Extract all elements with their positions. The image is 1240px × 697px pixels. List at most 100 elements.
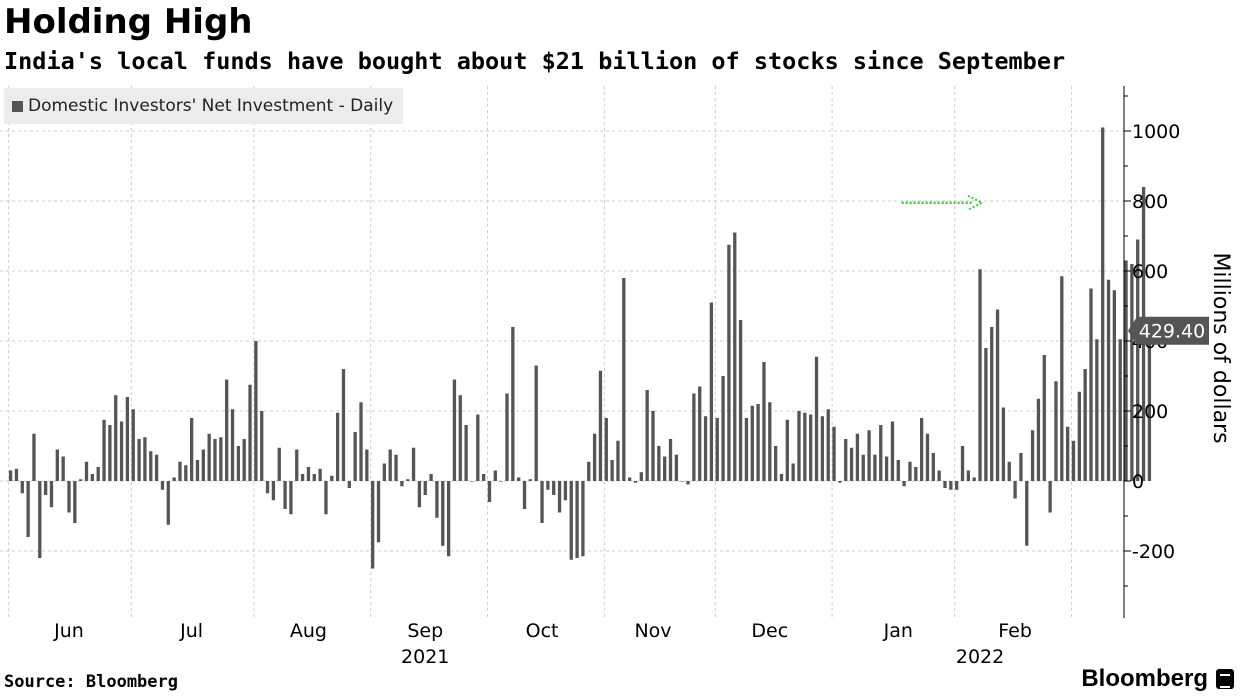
bar <box>902 481 906 487</box>
bar <box>511 327 515 481</box>
bar <box>458 395 462 481</box>
bar <box>651 411 655 481</box>
bar <box>861 454 865 481</box>
bar <box>668 439 673 481</box>
bar <box>779 474 784 481</box>
bar <box>908 461 912 481</box>
y-tick-label: -200 <box>1132 541 1175 563</box>
y-tick-label: 0 <box>1132 471 1144 493</box>
bar <box>768 402 772 481</box>
bar <box>814 356 819 481</box>
last-value-badge <box>1128 316 1209 345</box>
bar <box>236 446 241 481</box>
bar <box>400 481 404 487</box>
bar <box>698 386 702 481</box>
bar <box>1118 339 1122 481</box>
bar <box>1071 440 1076 481</box>
bar <box>172 477 176 481</box>
bar <box>1124 260 1128 481</box>
bar <box>762 362 766 481</box>
bar <box>1048 481 1052 513</box>
bar <box>849 447 854 481</box>
bar <box>102 419 106 481</box>
chart-legend: Domestic Investors' Net Investment - Dai… <box>4 88 404 124</box>
bar <box>867 430 871 481</box>
bar <box>189 418 194 481</box>
bar <box>914 467 918 481</box>
bar <box>797 411 801 481</box>
bar <box>879 425 883 481</box>
bar <box>1130 264 1134 481</box>
bar <box>703 416 708 481</box>
legend-swatch <box>12 100 23 112</box>
x-tick-label: Feb <box>998 620 1032 642</box>
bar <box>213 439 217 481</box>
bar <box>441 481 445 546</box>
bar <box>896 460 900 481</box>
bar <box>49 481 54 508</box>
bar <box>470 481 474 482</box>
bar <box>154 454 159 481</box>
bar <box>411 447 416 481</box>
bar <box>1101 127 1105 481</box>
bar <box>633 481 638 483</box>
bar <box>587 461 591 481</box>
bar <box>90 474 95 481</box>
bar <box>803 412 807 481</box>
bar <box>575 481 579 558</box>
bar <box>517 477 521 481</box>
bar <box>96 467 100 481</box>
x-tick-label: Sep <box>407 620 443 642</box>
bar <box>1083 369 1087 481</box>
bar <box>844 439 848 481</box>
bar <box>838 481 842 483</box>
bar <box>108 425 112 481</box>
bar <box>738 320 743 481</box>
bar <box>715 418 719 481</box>
bar <box>125 397 130 481</box>
annotation-arrow-head <box>967 194 985 211</box>
bar <box>820 416 825 481</box>
bar <box>306 467 311 481</box>
bar <box>1147 330 1152 481</box>
bar <box>417 481 422 508</box>
bar <box>727 244 731 481</box>
bar <box>528 479 533 481</box>
bar <box>429 474 433 481</box>
bar <box>324 481 328 515</box>
bar <box>394 454 398 481</box>
bar <box>318 468 322 481</box>
bar <box>335 412 340 481</box>
bar <box>371 481 375 569</box>
x-axis: Jun Jul Aug Sep Oct Nov Dec Jan Feb 2021 2022 <box>53 620 1032 668</box>
bar <box>225 379 229 481</box>
bar <box>464 425 468 481</box>
bar <box>505 393 509 481</box>
bar <box>744 418 749 481</box>
bar <box>949 481 953 490</box>
bar <box>248 384 252 481</box>
bar <box>1112 290 1117 481</box>
bar <box>20 481 24 494</box>
terminal-icon <box>1216 669 1234 689</box>
bar <box>1030 430 1035 481</box>
bar <box>552 481 556 495</box>
bar <box>873 454 877 481</box>
bar <box>61 456 65 481</box>
bar <box>143 437 147 481</box>
chart-subtitle: India's local funds have bought about $2… <box>4 47 1066 75</box>
bar <box>1054 381 1058 481</box>
bar <box>960 446 965 481</box>
bar <box>627 477 632 481</box>
bar <box>1013 481 1017 499</box>
bar <box>534 365 538 481</box>
bar <box>1077 391 1081 481</box>
bar <box>67 481 71 513</box>
bar <box>692 393 696 481</box>
bar <box>382 463 387 481</box>
bar <box>832 426 836 481</box>
y-tick-label: 200 <box>1132 401 1168 423</box>
bar <box>1036 398 1041 481</box>
